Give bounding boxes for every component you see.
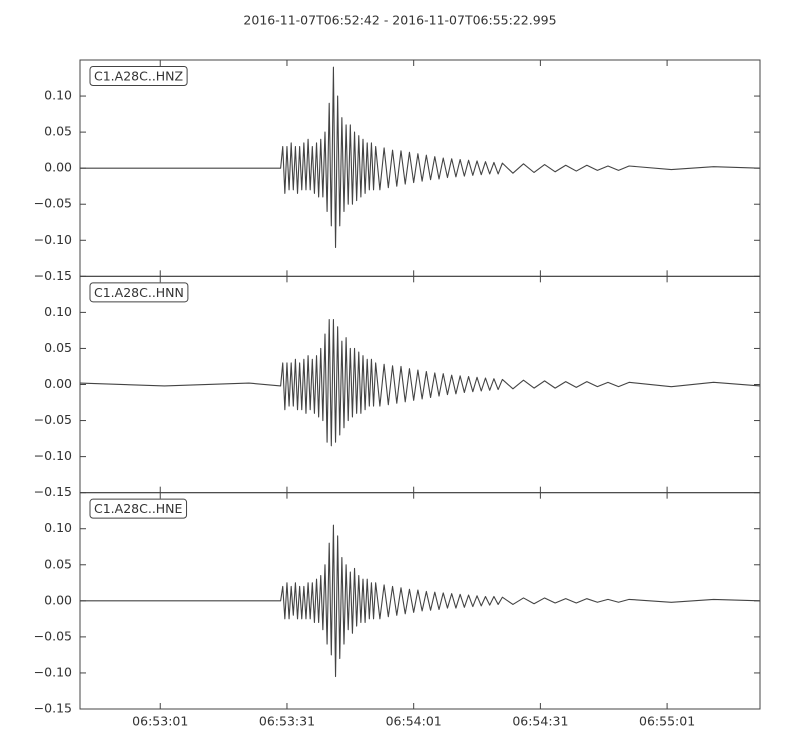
y-tick-label: 0.10 xyxy=(44,88,72,103)
x-tick-label: 06:54:01 xyxy=(386,714,442,729)
y-tick-label: −0.15 xyxy=(34,484,72,499)
x-tick-label: 06:53:31 xyxy=(259,714,315,729)
y-tick-label: 0.10 xyxy=(44,520,72,535)
y-tick-label: 0.10 xyxy=(44,304,72,319)
y-tick-label: −0.10 xyxy=(34,232,72,247)
y-tick-label: 0.05 xyxy=(44,556,72,571)
waveform xyxy=(80,66,761,249)
y-tick-label: −0.10 xyxy=(34,448,72,463)
y-tick-label: −0.15 xyxy=(34,701,72,716)
y-tick-label: −0.05 xyxy=(34,196,72,211)
y-tick-label: 0.05 xyxy=(44,340,72,355)
y-tick-label: 0.00 xyxy=(44,376,72,391)
waveform xyxy=(79,319,761,447)
trace-label: C1.A28C..HNE xyxy=(94,501,183,516)
x-tick-label: 06:55:01 xyxy=(639,714,695,729)
y-tick-label: −0.15 xyxy=(34,268,72,283)
y-tick-label: 0.00 xyxy=(44,592,72,607)
y-tick-label: −0.05 xyxy=(34,412,72,427)
y-tick-label: 0.05 xyxy=(44,124,72,139)
trace-label-box xyxy=(89,498,188,519)
y-tick-label: −0.05 xyxy=(34,628,72,643)
chart-title: 2016-11-07T06:52:42 - 2016-11-07T06:55:2… xyxy=(243,13,556,28)
waveform xyxy=(80,524,761,678)
y-tick-label: −0.10 xyxy=(34,664,72,679)
trace-label: C1.A28C..HNN xyxy=(94,285,184,300)
trace-label-box xyxy=(89,66,188,86)
x-tick-label: 06:54:31 xyxy=(512,714,568,729)
x-tick-label: 06:53:01 xyxy=(132,714,188,729)
trace-label: C1.A28C..HNZ xyxy=(94,69,183,84)
trace-label-box xyxy=(89,282,189,303)
y-tick-label: 0.00 xyxy=(44,160,72,175)
